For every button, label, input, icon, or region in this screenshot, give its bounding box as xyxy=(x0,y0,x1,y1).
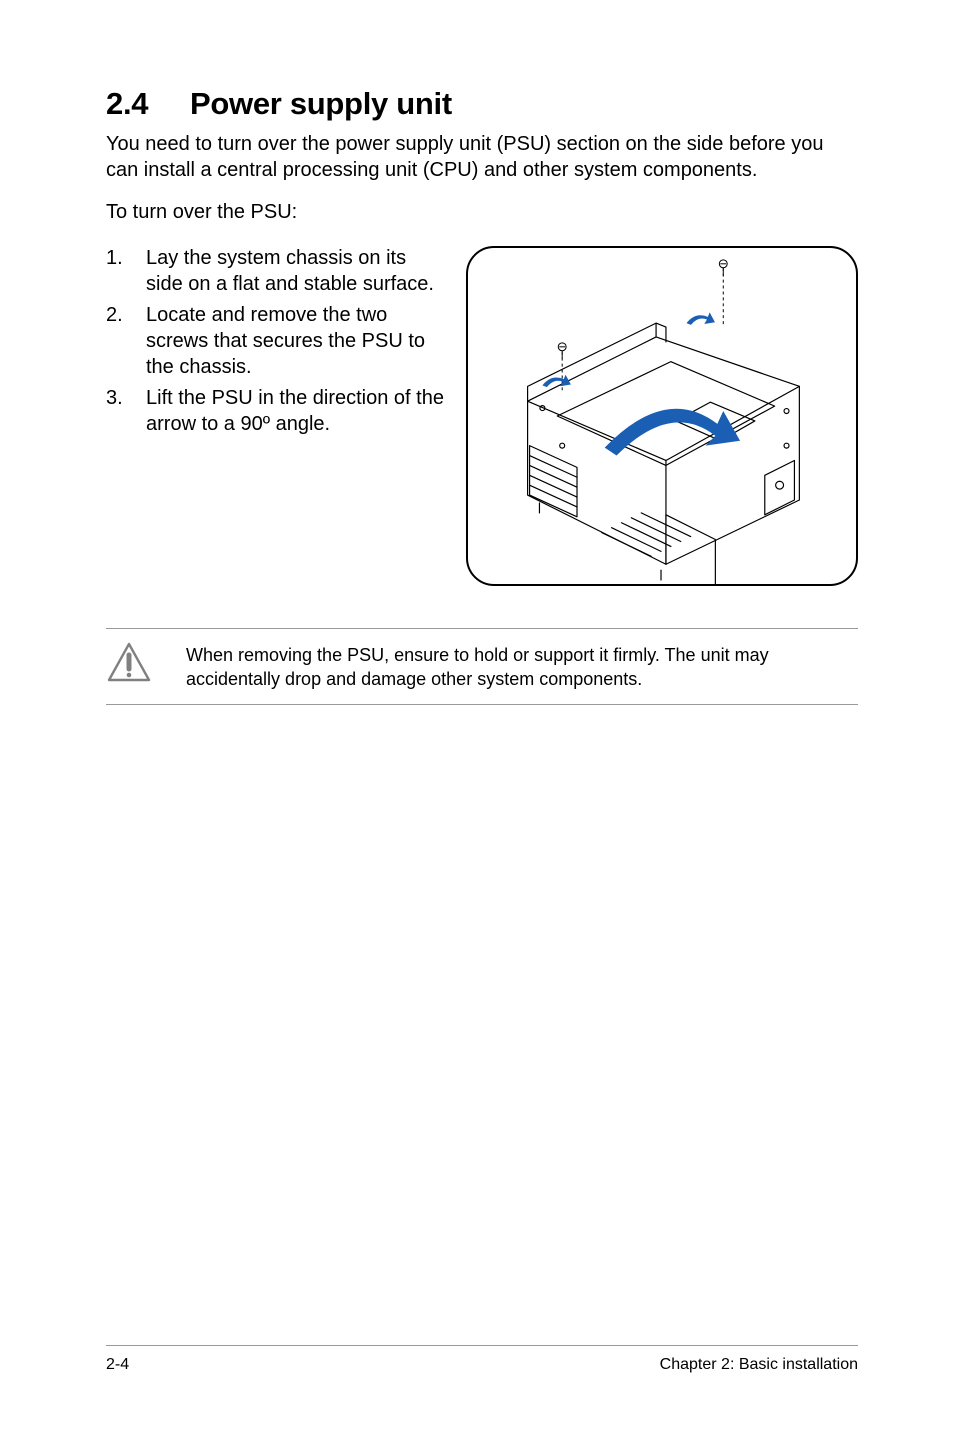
chapter-label: Chapter 2: Basic installation xyxy=(660,1356,858,1374)
intro-paragraph: You need to turn over the power supply u… xyxy=(106,132,858,183)
section-number: 2.4 xyxy=(106,86,190,122)
figure-container xyxy=(458,246,858,586)
caution-note: When removing the PSU, ensure to hold or… xyxy=(106,628,858,705)
page-footer: 2-4 Chapter 2: Basic installation xyxy=(106,1345,858,1374)
step-item: 1. Lay the system chassis on its side on… xyxy=(106,246,444,297)
step-text: Lift the PSU in the direction of the arr… xyxy=(146,386,444,437)
lead-line: To turn over the PSU: xyxy=(106,201,858,224)
step-text: Lay the system chassis on its side on a … xyxy=(146,246,444,297)
step-number: 2. xyxy=(106,303,146,380)
step-item: 2. Locate and remove the two screws that… xyxy=(106,303,444,380)
step-number: 1. xyxy=(106,246,146,297)
section-heading: 2.4Power supply unit xyxy=(106,86,858,122)
page: 2.4Power supply unit You need to turn ov… xyxy=(0,0,954,1438)
chassis-diagram xyxy=(466,246,858,586)
caution-text: When removing the PSU, ensure to hold or… xyxy=(186,641,858,692)
steps-list: 1. Lay the system chassis on its side on… xyxy=(106,246,444,443)
step-number: 3. xyxy=(106,386,146,437)
step-item: 3. Lift the PSU in the direction of the … xyxy=(106,386,444,437)
page-number: 2-4 xyxy=(106,1356,129,1374)
body-row: 1. Lay the system chassis on its side on… xyxy=(106,246,858,586)
section-title: Power supply unit xyxy=(190,86,452,121)
warning-icon xyxy=(106,641,152,688)
step-text: Locate and remove the two screws that se… xyxy=(146,303,444,380)
